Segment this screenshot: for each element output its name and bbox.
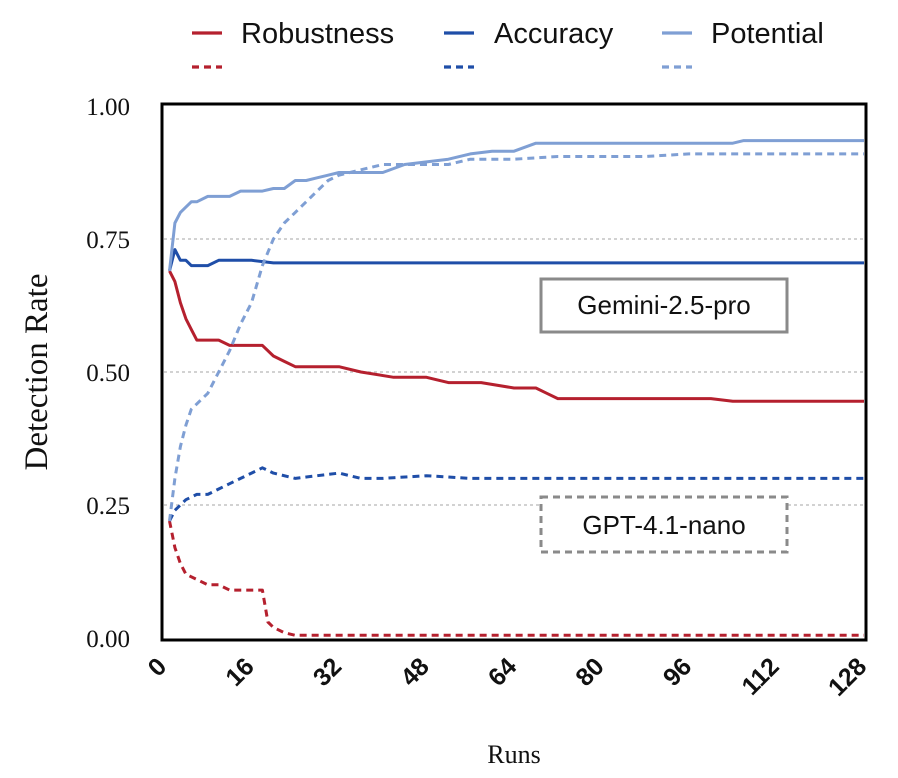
series-line-potential-gemini-2-5-pro: [168, 139, 864, 272]
y-tick-label: 1.00: [86, 94, 130, 121]
series-group: [168, 139, 864, 637]
x-tick-label: 48: [395, 652, 435, 692]
x-tick-label: 128: [823, 652, 872, 701]
annotation-gpt: GPT-4.1-nano: [539, 495, 789, 554]
legend-label-accuracy: Accuracy: [494, 18, 614, 50]
legend-label-robustness: Robustness: [241, 18, 394, 50]
x-tick-label: 32: [308, 652, 347, 691]
series-line-accuracy-gemini-2-5-pro: [168, 248, 864, 272]
y-tick-label: 0.50: [86, 360, 130, 387]
x-tick-label: 80: [570, 652, 609, 691]
y-tick-label: 0.75: [86, 227, 130, 254]
x-axis-title: Runs: [487, 740, 540, 769]
annotation-box-gpt: [539, 495, 789, 554]
y-tick-label: 0.00: [86, 626, 130, 653]
annotation-gemini: Gemini-2.5-pro: [539, 277, 789, 334]
x-tick-label: 16: [220, 652, 259, 691]
legend: Robustness Accuracy Potential: [192, 18, 824, 69]
plot-frame: [160, 102, 868, 642]
y-tick-label: 0.25: [86, 493, 130, 520]
annotation-label-gpt: GPT-4.1-nano: [582, 510, 745, 540]
x-tick-label: 0: [143, 652, 173, 682]
series-line-potential-gpt-4-1-nano: [168, 152, 864, 522]
y-ticks: 0.00 0.25 0.50 0.75 1.00: [86, 94, 130, 653]
series-line-robustness-gemini-2-5-pro: [168, 270, 864, 403]
annotation-label-gemini: Gemini-2.5-pro: [577, 290, 750, 320]
annotation-box-gemini: [539, 277, 789, 334]
x-tick-label: 96: [658, 652, 697, 691]
legend-label-potential: Potential: [711, 18, 824, 50]
x-ticks: 0 16 32 48 64 80 96 112 128: [143, 652, 873, 701]
x-tick-label: 112: [736, 652, 784, 700]
series-line-accuracy-gpt-4-1-nano: [168, 466, 864, 522]
series-line-robustness-gpt-4-1-nano: [168, 520, 864, 637]
y-axis-title: Detection Rate: [19, 273, 55, 470]
x-tick-label: 64: [483, 652, 523, 692]
